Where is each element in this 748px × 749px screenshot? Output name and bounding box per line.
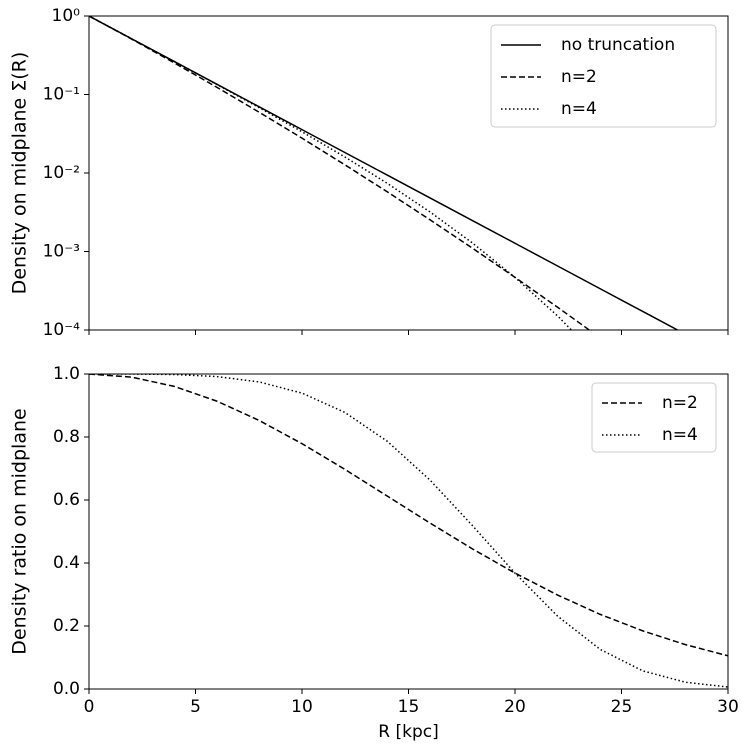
- series-line: [89, 16, 573, 330]
- legend: n=2 n=4: [591, 382, 717, 453]
- legend-label: n=2: [662, 393, 698, 413]
- axes-frame: [88, 15, 729, 331]
- y-tick-label: 10⁻³: [43, 242, 80, 262]
- legend: no truncation n=2 n=4: [490, 24, 717, 128]
- y-tick-label: 10⁻¹: [43, 85, 80, 105]
- x-tick-label: 20: [504, 697, 526, 717]
- x-tick-label: 30: [717, 697, 739, 717]
- subplot: 10⁻⁴ 10⁻³ 10⁻² 10⁻¹ 10⁰ Density on midplane Σ…: [9, 6, 729, 340]
- legend-label: n=4: [561, 99, 597, 119]
- y-tick-label: 0.2: [53, 616, 80, 636]
- axes-frame: [88, 373, 729, 690]
- x-tick-label: 0: [84, 697, 95, 717]
- legend-label: n=2: [561, 67, 597, 87]
- y-tick-label: 10⁻⁴: [43, 320, 81, 340]
- y-tick-label: 0.8: [53, 427, 80, 447]
- y-tick-label: 0.6: [53, 490, 80, 510]
- y-tick-label: 0.0: [53, 679, 80, 699]
- y-axis-label: Density ratio on midplane: [9, 408, 31, 654]
- x-axis-label: R [kpc]: [378, 722, 438, 742]
- y-axis-label: Density on midplane Σ(R): [9, 52, 31, 295]
- y-tick-label: 0.4: [53, 553, 80, 573]
- legend-box: [490, 24, 717, 128]
- y-tick-label: 10⁻²: [43, 163, 80, 183]
- x-tick-label: 15: [398, 697, 420, 717]
- y-tick-label: 1.0: [53, 364, 80, 384]
- y-tick-label: 10⁰: [52, 6, 81, 26]
- subplot: 0 5 10 15 20 25 30 0.0 0.2 0.4 0.6 0.8 1.0 Density ra…: [9, 364, 739, 742]
- x-tick-label: 10: [291, 697, 313, 717]
- x-tick-label: 25: [611, 697, 633, 717]
- legend-label: n=4: [662, 425, 698, 445]
- series-line: [89, 16, 591, 330]
- x-tick-label: 5: [190, 697, 201, 717]
- legend-label: no truncation: [561, 35, 675, 55]
- series-line: [89, 374, 728, 657]
